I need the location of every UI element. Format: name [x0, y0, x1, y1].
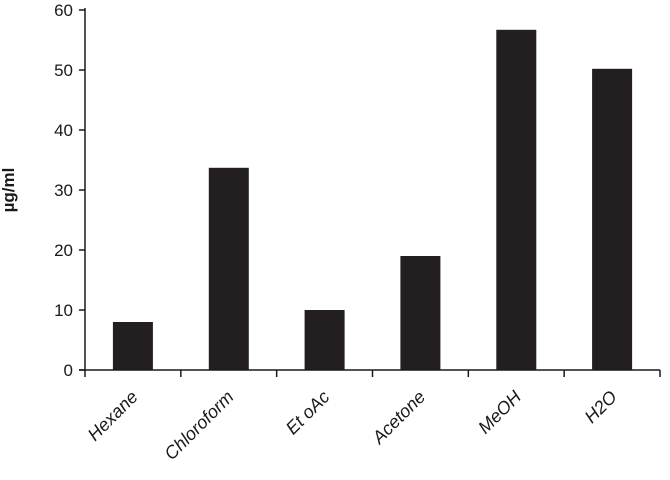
y-tick-label: 20: [54, 241, 73, 260]
y-tick-label: 50: [54, 61, 73, 80]
bar-h2o: [592, 68, 633, 371]
y-tick-label: 0: [64, 361, 73, 380]
category-label: MeOH: [474, 386, 526, 438]
category-label: H2O: [581, 387, 621, 427]
bar-et-oac: [304, 310, 345, 370]
category-label: Et oAc: [282, 387, 334, 439]
y-axis-title: µg/ml: [0, 168, 18, 213]
y-tick-label: 40: [54, 121, 73, 140]
y-tick-label: 30: [54, 181, 73, 200]
bar-meoh: [496, 29, 537, 371]
y-tick-label: 10: [54, 301, 73, 320]
bar-hexane: [112, 322, 153, 370]
category-label: Acetone: [368, 387, 430, 449]
bar-acetone: [400, 256, 441, 370]
category-label: Hexane: [84, 387, 142, 445]
category-label: Chloroform: [160, 387, 237, 464]
bar-chloroform: [208, 167, 249, 370]
y-tick-label: 60: [54, 1, 73, 20]
plot-area: 0 10 20 30 40 50 60 Hexane Chloroform Et oAc Aceto…: [54, 1, 661, 464]
